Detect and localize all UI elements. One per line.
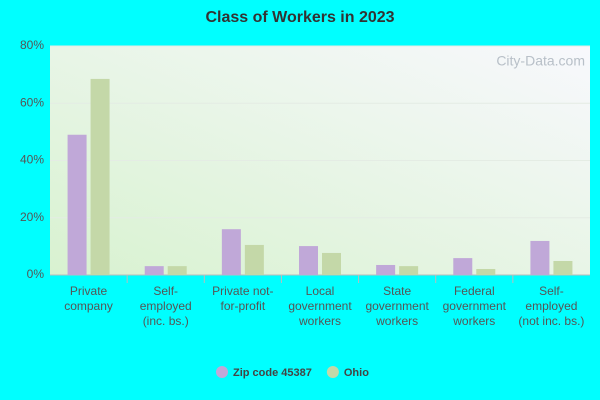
legend-swatch (326, 366, 339, 378)
legend-label: Zip code 45387 (233, 367, 312, 379)
bar (376, 264, 396, 275)
bar (399, 266, 419, 275)
bar (67, 134, 87, 275)
bar (90, 78, 110, 275)
chart-title: Class of Workers in 2023 (205, 9, 394, 26)
x-tick-label: Private company (64, 284, 113, 313)
legend-swatch (216, 366, 228, 378)
bar (553, 260, 573, 275)
y-tick-label: 80% (20, 38, 44, 52)
bar (221, 229, 241, 275)
x-tick-label: State government workers (365, 284, 429, 328)
bar (299, 246, 318, 275)
watermark: City-Data.com (496, 53, 585, 69)
x-tick-label: Private not-for-profit (212, 284, 274, 313)
legend-label: Ohio (344, 367, 369, 379)
y-tick-label: 40% (20, 153, 44, 167)
x-tick-label: Local government workers (288, 284, 352, 328)
x-tick-label: Self-employed (not inc. bs.) (518, 284, 585, 328)
bar (322, 252, 341, 275)
y-tick-label: 60% (20, 95, 44, 109)
y-tick-label: 20% (20, 210, 44, 224)
y-tick-label: 0% (27, 267, 45, 281)
bar (453, 258, 473, 275)
bar (167, 266, 187, 275)
x-tick-label: Federal government workers (442, 284, 506, 328)
bar (144, 266, 164, 275)
bar (530, 240, 550, 275)
bar (476, 268, 496, 275)
x-tick-label: Self-employed (inc. bs.) (139, 284, 192, 328)
bar (244, 244, 264, 275)
